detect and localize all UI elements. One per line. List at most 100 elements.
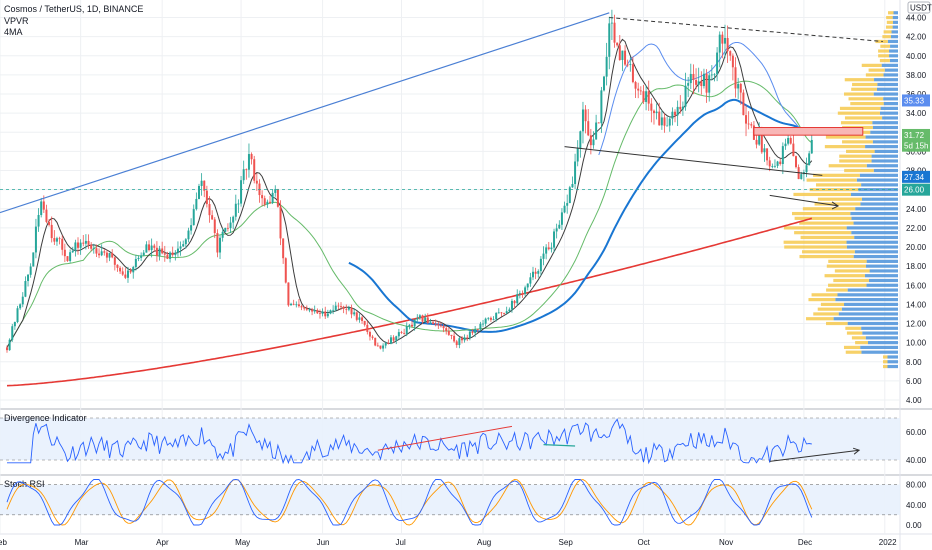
candle-body [192,209,195,226]
volume-bar-down [799,254,854,259]
candle-body [705,73,708,93]
candle-body [689,73,692,84]
candle-body [124,274,127,278]
volume-bar-up [887,39,898,44]
candle-body [308,309,311,311]
price-tick-label: 30.00 [906,147,927,156]
candle-body [795,156,797,168]
price-tick-label: 6.00 [906,377,922,386]
candle-body [768,160,771,167]
candle-body [639,90,642,92]
candle-body [516,294,519,304]
candle-body [663,117,666,126]
candle-body [537,271,540,274]
candle-body [453,335,456,342]
indicator-4ma-label[interactable]: 4MA [4,27,23,37]
candle-body [642,91,645,102]
candle-body [219,237,222,253]
price-tick-label: 12.00 [906,320,927,329]
candle-body [426,317,429,323]
candle-body [142,252,145,256]
volume-bar-up [855,207,898,211]
time-tick-label: Dec [798,538,812,547]
volume-bar-down [888,11,894,15]
volume-bar-down [844,116,883,120]
volume-bar-up [841,307,898,311]
candle-body [587,121,590,136]
candle-body [447,331,450,335]
candle-body [216,233,219,253]
candle-body [560,212,563,225]
volume-bar-up [874,78,898,82]
volume-bar-up [854,235,898,240]
candle-body [416,317,419,320]
candle-body [624,50,627,65]
volume-bar-up [861,326,898,330]
candle-body [566,203,569,206]
candle-body [100,251,103,256]
volume-bar-up [854,250,898,254]
candle-body [718,34,721,53]
volume-bar-down [825,135,866,139]
volume-bar-up [871,159,898,163]
candle-body [553,231,556,248]
candle-body [603,76,606,91]
volume-bar-down [791,211,851,216]
candle-body [213,219,216,234]
volume-bar-down [886,15,893,20]
volume-bar-up [891,30,898,34]
candle-body [221,231,224,238]
volume-bar-up [892,20,898,24]
candle-body [745,115,748,124]
candle-body [450,334,453,336]
candle-body [61,238,64,250]
candle-body [729,51,732,56]
candle-body [418,315,421,318]
projection-arrow [769,194,839,207]
volume-bar-down [794,216,852,220]
volume-bar-down [828,164,867,168]
volume-bar-up [890,35,898,39]
candle-body [176,248,179,253]
volume-bar-down [826,264,866,268]
candle-body [684,85,687,107]
volume-bar-up [860,202,898,206]
candle-body [45,209,48,222]
volume-bar-down [845,326,862,330]
candle-body [34,226,37,253]
indicator-vpvr-label[interactable]: VPVR [4,16,29,26]
candle-body [631,64,634,83]
candle-body [63,249,66,257]
candle-body [550,247,553,250]
price-tick-label: 44.00 [906,14,927,23]
drawing-tools [0,12,900,214]
volume-bar-down [824,145,866,149]
candle-body [652,110,655,114]
arrow-head [852,447,861,455]
volume-bar-up [869,269,898,273]
candle-body [274,189,277,193]
candle-body [497,312,500,314]
candle-body [505,311,508,314]
volume-bar-down [816,183,862,187]
candle-body [592,139,595,146]
price-tick-label: 4.00 [906,396,922,405]
volume-bar-up [892,15,898,20]
symbol-title[interactable]: Cosmos / TetherUS, 1D, BINANCE [4,4,144,14]
candle-body [568,187,571,204]
volume-bar-down [878,49,890,53]
candle-body [300,306,303,308]
candle-body [347,307,350,310]
candle-body [471,331,474,334]
volume-bar-down [886,25,893,29]
volume-bar-down [839,154,872,158]
volume-bar-down [880,44,891,48]
candle-body [71,250,74,253]
descending-support-line [564,146,823,176]
volume-bar-up [872,121,898,125]
candle-body [332,309,335,311]
candle-body [134,258,137,268]
